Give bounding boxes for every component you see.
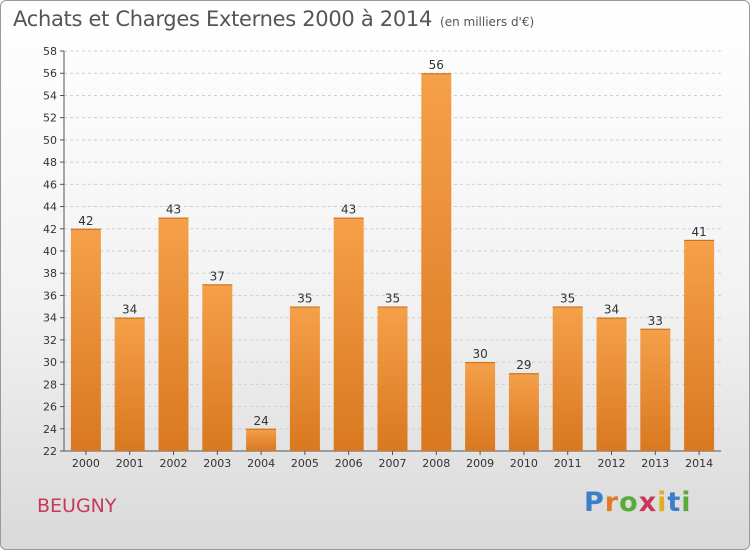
bar-layer xyxy=(70,73,715,451)
bar-value-label: 35 xyxy=(297,292,312,306)
y-tick-label: 24 xyxy=(43,423,57,436)
y-tick-label: 56 xyxy=(43,67,57,80)
y-tick-label: 22 xyxy=(43,445,57,458)
label-layer: 42 2000 34 2001 43 2002 37 2003 24 2004 35 2005 43 20… xyxy=(72,58,713,470)
x-tick-label: 2005 xyxy=(291,457,319,470)
bar-value-label: 24 xyxy=(253,414,268,428)
y-tick-label: 54 xyxy=(43,89,57,102)
logo-letter: o xyxy=(619,487,639,518)
bar-value-label: 56 xyxy=(429,58,444,72)
bar-value-label: 35 xyxy=(385,292,400,306)
bar-value-label: 33 xyxy=(648,314,663,328)
y-tick-label: 36 xyxy=(43,289,57,302)
x-tick-label: 2009 xyxy=(466,457,494,470)
x-tick-label: 2001 xyxy=(116,457,144,470)
x-tick-label: 2004 xyxy=(247,457,275,470)
y-tick-label: 38 xyxy=(43,267,57,280)
x-tick-label: 2000 xyxy=(72,457,100,470)
x-tick-label: 2006 xyxy=(335,457,363,470)
y-tick-label: 40 xyxy=(43,245,57,258)
bar-value-label: 42 xyxy=(78,214,93,228)
bar xyxy=(596,317,627,451)
bar-value-label: 34 xyxy=(604,303,619,317)
bar xyxy=(377,306,408,451)
x-tick-label: 2012 xyxy=(598,457,626,470)
bar xyxy=(202,284,233,451)
chart-title-text: Achats et Charges Externes 2000 à 2014 xyxy=(13,7,433,31)
y-tick-label: 46 xyxy=(43,178,57,191)
x-tick-label: 2013 xyxy=(641,457,669,470)
y-tick-label: 26 xyxy=(43,401,57,414)
commune-name: BEUGNY xyxy=(37,495,117,517)
x-tick-label: 2002 xyxy=(160,457,188,470)
bar xyxy=(552,306,583,451)
logo-letter: i xyxy=(681,487,692,518)
y-tick-label: 28 xyxy=(43,378,57,391)
y-tick-label: 32 xyxy=(43,334,57,347)
bar-value-label: 43 xyxy=(341,203,356,217)
y-tick-label: 52 xyxy=(43,112,57,125)
y-tick-label: 58 xyxy=(43,45,57,58)
x-tick-label: 2011 xyxy=(554,457,582,470)
bar xyxy=(289,306,320,451)
chart-title: Achats et Charges Externes 2000 à 2014 (e… xyxy=(13,7,534,31)
y-tick-label: 44 xyxy=(43,201,57,214)
bar xyxy=(114,317,145,451)
bar-value-label: 34 xyxy=(122,303,137,317)
bar-value-label: 30 xyxy=(472,347,487,361)
bar-value-label: 41 xyxy=(691,225,706,239)
x-tick-label: 2003 xyxy=(203,457,231,470)
bar-value-label: 43 xyxy=(166,203,181,217)
chart-unit: (en milliers d'€) xyxy=(440,15,535,29)
bar-value-label: 37 xyxy=(210,269,225,283)
logo-letter: r xyxy=(604,487,620,518)
logo-letter: x xyxy=(638,487,658,518)
y-tick-label: 50 xyxy=(43,134,57,147)
bar xyxy=(640,328,671,451)
x-tick-label: 2007 xyxy=(379,457,407,470)
proxiti-logo: Proxiti xyxy=(584,487,692,518)
x-tick-label: 2014 xyxy=(685,457,713,470)
bar xyxy=(333,217,364,451)
bar xyxy=(246,428,277,451)
logo-letter: i xyxy=(657,487,668,518)
logo-letter: t xyxy=(667,487,682,518)
x-tick-label: 2008 xyxy=(422,457,450,470)
bar-value-label: 29 xyxy=(516,358,531,372)
bar xyxy=(508,373,539,451)
axis-layer: 22 24 26 28 30 32 34 36 38 40 42 44 46 48 50 52 54 56 58 xyxy=(43,45,721,458)
bar xyxy=(70,228,101,451)
bar xyxy=(684,239,715,451)
bar xyxy=(465,362,496,451)
y-tick-label: 30 xyxy=(43,356,57,369)
x-tick-label: 2010 xyxy=(510,457,538,470)
y-tick-label: 48 xyxy=(43,156,57,169)
y-tick-label: 34 xyxy=(43,312,57,325)
bar xyxy=(158,217,189,451)
y-tick-label: 42 xyxy=(43,223,57,236)
logo-letter: P xyxy=(584,487,605,518)
bar-value-label: 35 xyxy=(560,292,575,306)
bar xyxy=(421,73,452,451)
